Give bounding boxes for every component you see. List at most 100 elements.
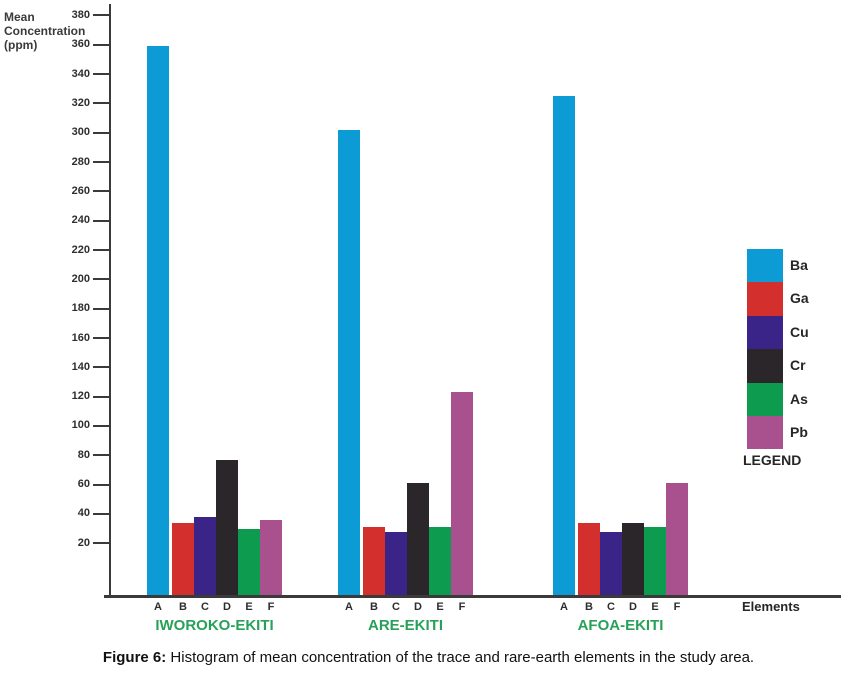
- bar-afoa-ekiti-d: [622, 522, 644, 595]
- legend-label-ba: Ba: [790, 257, 808, 273]
- legend-label-cr: Cr: [790, 357, 806, 374]
- y-tick-mark: [93, 219, 110, 222]
- bar-iworoko-ekiti-a: [147, 46, 169, 595]
- y-axis-label-line-2: Concentration: [4, 24, 86, 38]
- y-axis-line: [109, 4, 111, 597]
- x-tick-label: E: [436, 601, 444, 613]
- y-tick-label: 100: [71, 419, 90, 432]
- y-tick-mark: [93, 161, 110, 164]
- bar-are-ekiti-b: [363, 527, 385, 595]
- bar-iworoko-ekiti-e: [238, 528, 260, 595]
- bar-iworoko-ekiti-c: [194, 516, 216, 595]
- legend-label-pb: Pb: [790, 424, 808, 440]
- x-tick-label: A: [345, 601, 353, 613]
- legend-label-ga: Ga: [790, 290, 809, 307]
- y-tick-label: 240: [71, 214, 90, 227]
- x-tick-label: A: [560, 601, 568, 613]
- y-tick-label: 380: [71, 8, 90, 21]
- y-tick-label: 280: [71, 155, 90, 168]
- bar-afoa-ekiti-a: [553, 96, 575, 595]
- y-tick-mark: [93, 307, 110, 310]
- legend-swatch-ga: [747, 282, 783, 316]
- y-tick-label: 20: [77, 536, 90, 549]
- x-tick-label: F: [458, 601, 466, 613]
- bar-afoa-ekiti-c: [600, 531, 622, 595]
- y-tick-mark: [93, 454, 110, 457]
- x-tick-label: C: [392, 601, 400, 613]
- bar-afoa-ekiti-e: [644, 527, 666, 595]
- bar-are-ekiti-d: [407, 483, 429, 595]
- bar-iworoko-ekiti-f: [260, 519, 282, 595]
- legend-swatch-pb: [747, 416, 783, 450]
- y-tick-label: 200: [71, 272, 90, 285]
- legend-swatch-as: [747, 382, 783, 416]
- bar-are-ekiti-f: [451, 392, 473, 595]
- y-tick-mark: [93, 278, 110, 281]
- y-tick-label: 120: [71, 390, 90, 403]
- y-tick-label: 320: [71, 96, 90, 109]
- group-label-afoa-ekiti: AFOA-EKITI: [577, 617, 664, 634]
- y-tick-label: 340: [71, 67, 90, 80]
- bar-iworoko-ekiti-d: [216, 459, 238, 595]
- legend-swatch-cr: [747, 349, 783, 383]
- y-tick-mark: [93, 483, 110, 486]
- y-tick-mark: [93, 424, 110, 427]
- legend-label-as: As: [790, 390, 808, 407]
- bar-are-ekiti-a: [338, 129, 360, 595]
- legend-swatch-ba: [747, 249, 783, 283]
- y-tick-mark: [93, 337, 110, 340]
- y-tick-mark: [93, 395, 110, 398]
- bar-are-ekiti-c: [385, 531, 407, 595]
- x-axis-line: [104, 595, 841, 598]
- x-tick-label: E: [651, 601, 659, 613]
- y-tick-mark: [93, 542, 110, 545]
- x-tick-label: D: [223, 601, 231, 613]
- x-tick-label: C: [201, 601, 209, 613]
- legend-title: LEGEND: [743, 452, 802, 468]
- y-tick-label: 360: [71, 38, 90, 51]
- y-axis-label-line-1: Mean: [4, 10, 35, 24]
- y-tick-label: 300: [71, 126, 90, 139]
- x-tick-label: B: [179, 601, 187, 613]
- figure-caption: Figure 6: Histogram of mean concentratio…: [0, 649, 857, 666]
- x-tick-label: E: [245, 601, 253, 613]
- group-label-are-ekiti: ARE-EKITI: [368, 617, 443, 634]
- y-tick-mark: [93, 366, 110, 369]
- y-tick-label: 80: [77, 448, 90, 461]
- x-tick-label: B: [370, 601, 378, 613]
- x-tick-label: F: [267, 601, 275, 613]
- y-tick-mark: [93, 131, 110, 134]
- x-tick-label: D: [629, 601, 637, 613]
- y-tick-mark: [93, 73, 110, 76]
- y-tick-label: 160: [71, 331, 90, 344]
- y-tick-label: 220: [71, 243, 90, 256]
- figure-caption-label: Figure 6:: [102, 649, 167, 666]
- x-tick-label: D: [414, 601, 422, 613]
- bar-are-ekiti-e: [429, 527, 451, 595]
- x-tick-label: B: [585, 601, 593, 613]
- y-tick-mark: [93, 14, 110, 17]
- legend-swatch-cu: [747, 315, 783, 350]
- bar-iworoko-ekiti-b: [172, 522, 194, 595]
- y-tick-label: 60: [77, 478, 90, 491]
- x-tick-label: F: [673, 601, 681, 613]
- y-tick-mark: [93, 102, 110, 105]
- y-tick-mark: [93, 512, 110, 515]
- y-tick-label: 260: [71, 184, 90, 197]
- y-axis-label-line-3: (ppm): [4, 38, 38, 52]
- figure-caption-text: Histogram of mean concentration of the t…: [166, 649, 755, 666]
- y-tick-label: 40: [77, 507, 90, 520]
- y-tick-mark: [93, 190, 110, 193]
- bar-afoa-ekiti-b: [578, 522, 600, 595]
- group-label-iworoko-ekiti: IWOROKO-EKITI: [155, 617, 274, 634]
- y-tick-mark: [93, 249, 110, 252]
- y-tick-mark: [93, 43, 110, 46]
- x-tick-label: C: [607, 601, 615, 613]
- bar-afoa-ekiti-f: [666, 483, 688, 595]
- legend-label-cu: Cu: [790, 323, 809, 340]
- x-tick-label: A: [154, 601, 162, 613]
- y-tick-label: 140: [71, 360, 90, 373]
- x-axis-label: Elements: [742, 599, 800, 614]
- y-tick-label: 180: [71, 302, 90, 315]
